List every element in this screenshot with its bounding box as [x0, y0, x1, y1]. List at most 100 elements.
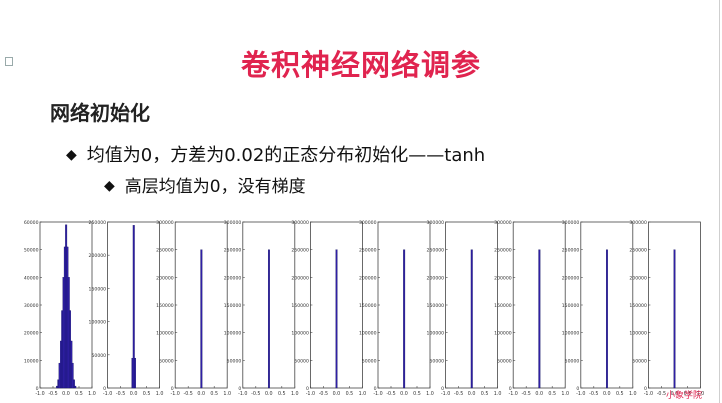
y-tick-label: 0	[441, 386, 444, 392]
y-tick-label: 200000	[494, 275, 512, 281]
x-tick-label: 0.5	[684, 391, 692, 397]
section-heading: 网络初始化	[50, 101, 150, 125]
x-tick-label: 0.5	[143, 391, 151, 397]
diamond-bullet-icon: ◆	[66, 147, 77, 163]
y-tick-label: 0	[171, 386, 174, 392]
y-tick-label: 50000	[497, 358, 512, 364]
x-tick-label: 1.0	[88, 391, 96, 397]
x-tick-label: -0.5	[454, 391, 463, 397]
x-tick-label: -1.0	[576, 391, 585, 397]
x-tick-label: 1.0	[291, 391, 299, 397]
bullet-item-1: ◆ 均值为0，方差为0.02的正态分布初始化——tanh	[66, 141, 485, 167]
y-tick-label: 250000	[89, 220, 107, 226]
histogram-panel-10: 0 50000 100000 150000 200000 250000 300000 -1.0…	[629, 220, 704, 397]
x-tick-label: -0.5	[589, 391, 598, 397]
x-tick-label: 0.5	[481, 391, 489, 397]
bullet-item-2-text: 高层均值为0，没有梯度	[124, 177, 306, 197]
x-tick-label: -1.0	[644, 391, 653, 397]
y-tick-label: 300000	[629, 220, 647, 226]
x-tick-label: 0.5	[413, 391, 421, 397]
histogram-bar	[335, 249, 338, 389]
y-tick-label: 150000	[156, 303, 174, 309]
y-tick-label: 300000	[291, 220, 309, 226]
y-tick-label: 0	[103, 386, 106, 392]
x-tick-label: 1.0	[223, 391, 231, 397]
y-tick-label: 50000	[362, 358, 377, 364]
histogram-bar	[134, 357, 137, 389]
x-tick-label: -0.5	[48, 391, 57, 397]
x-tick-label: -1.0	[171, 391, 180, 397]
y-tick-label: 250000	[359, 248, 377, 254]
slide-title: 卷积神经网络调参	[240, 48, 481, 82]
x-tick-label: -1.0	[373, 391, 382, 397]
x-tick-label: 0.0	[333, 391, 341, 397]
y-tick-label: 100000	[224, 331, 242, 337]
y-tick-label: 30000	[24, 303, 39, 309]
y-tick-label: 0	[306, 386, 309, 392]
x-tick-label: 0.5	[278, 391, 286, 397]
x-tick-label: -0.5	[251, 391, 260, 397]
x-tick-label: -0.5	[522, 391, 531, 397]
x-tick-label: 0.0	[468, 391, 476, 397]
y-tick-label: 50000	[24, 248, 39, 254]
histogram-bar	[538, 249, 541, 389]
x-tick-label: 0.0	[603, 391, 611, 397]
y-tick-label: 200000	[629, 275, 647, 281]
y-tick-label: 20000	[24, 331, 39, 337]
y-tick-label: 200000	[156, 275, 174, 281]
y-tick-label: 0	[509, 386, 512, 392]
y-tick-label: 10000	[24, 358, 39, 364]
x-tick-label: -0.5	[184, 391, 193, 397]
y-tick-label: 250000	[562, 248, 580, 254]
y-tick-label: 50000	[632, 358, 647, 364]
x-tick-label: -1.0	[35, 391, 44, 397]
y-tick-label: 150000	[89, 286, 107, 292]
x-tick-label: 0.0	[400, 391, 408, 397]
y-tick-label: 100000	[427, 331, 445, 337]
y-tick-label: 300000	[427, 220, 445, 226]
x-tick-label: 1.0	[426, 391, 434, 397]
x-tick-label: -0.5	[319, 391, 328, 397]
histogram-panel-4: 0 50000 100000 150000 200000 250000 300000 -1.0…	[224, 220, 299, 397]
y-tick-label: 200000	[224, 275, 242, 281]
x-tick-label: 0.0	[62, 391, 70, 397]
histogram-bar	[74, 385, 77, 389]
y-tick-label: 200000	[359, 275, 377, 281]
y-tick-label: 50000	[227, 358, 242, 364]
histogram-panel-row: 0 10000 20000 30000 40000 50000 60000 -1.0 -0.5 0…	[24, 220, 704, 397]
document-icon	[5, 57, 13, 66]
histogram-panel-8: 0 50000 100000 150000 200000 250000 300000 -1.0…	[494, 220, 569, 397]
y-tick-label: 60000	[24, 220, 39, 226]
y-tick-label: 250000	[427, 248, 445, 254]
y-tick-label: 40000	[24, 275, 39, 281]
y-tick-label: 300000	[156, 220, 174, 226]
histogram-panel-9: 0 50000 100000 150000 200000 250000 300000 -1.0…	[562, 220, 637, 397]
x-tick-label: 0.0	[265, 391, 273, 397]
y-tick-label: 50000	[294, 358, 309, 364]
diamond-bullet-icon: ◆	[104, 178, 115, 194]
y-tick-label: 0	[238, 386, 241, 392]
y-tick-label: 200000	[562, 275, 580, 281]
y-tick-label: 150000	[562, 303, 580, 309]
histogram-bar	[73, 379, 75, 389]
histogram-bar	[403, 249, 406, 389]
x-tick-label: -1.0	[509, 391, 518, 397]
y-tick-label: 0	[644, 386, 647, 392]
y-tick-label: 100000	[156, 331, 174, 337]
x-tick-label: -1.0	[103, 391, 112, 397]
y-tick-label: 100000	[89, 320, 107, 326]
x-tick-label: 1.0	[494, 391, 502, 397]
histogram-bar	[71, 362, 74, 389]
y-tick-label: 50000	[565, 358, 580, 364]
y-tick-label: 150000	[494, 303, 512, 309]
y-tick-label: 0	[36, 386, 39, 392]
histogram-panel-5: 0 50000 100000 150000 200000 250000 300000 -1.0…	[291, 220, 366, 397]
y-tick-label: 50000	[429, 358, 444, 364]
y-tick-label: 300000	[562, 220, 580, 226]
y-tick-label: 200000	[291, 275, 309, 281]
y-tick-label: 250000	[156, 248, 174, 254]
y-tick-label: 250000	[291, 248, 309, 254]
histogram-panel-7: 0 50000 100000 150000 200000 250000 300000 -1.0…	[427, 220, 502, 397]
x-tick-label: 1.0	[629, 391, 637, 397]
y-tick-label: 300000	[494, 220, 512, 226]
